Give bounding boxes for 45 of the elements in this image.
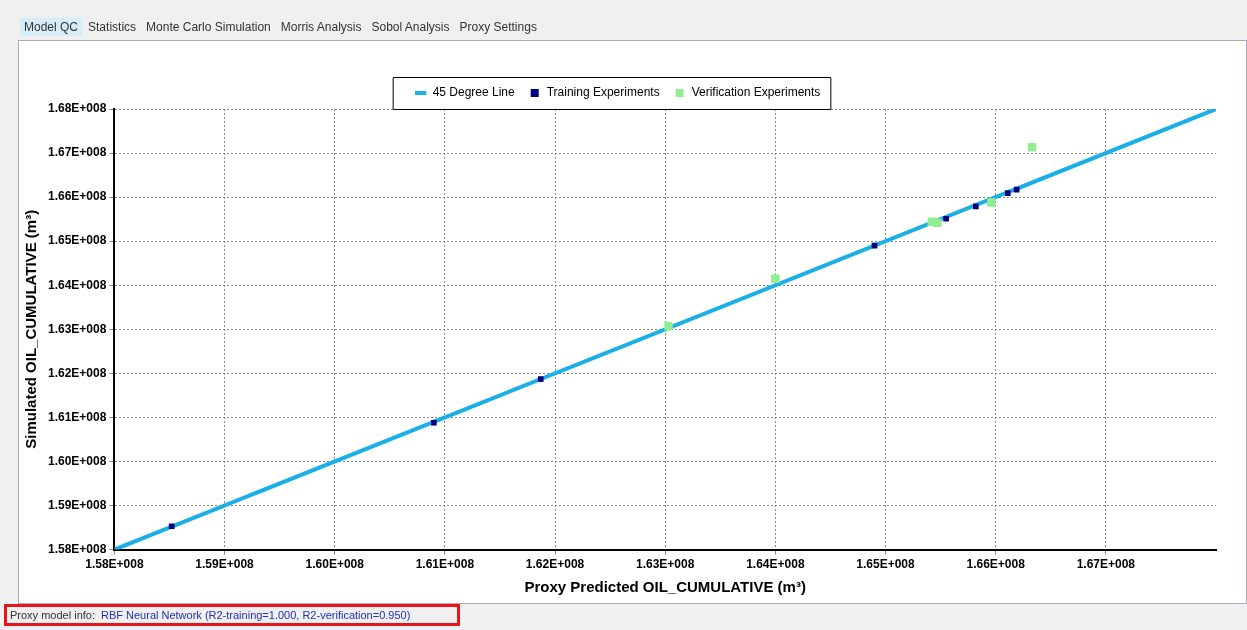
y-tick-label: 1.67E+008 — [48, 145, 107, 160]
point — [1004, 190, 1011, 196]
point — [933, 218, 942, 227]
point — [1027, 143, 1037, 152]
y-tick-label: 1.62E+008 — [48, 365, 107, 380]
text: Statistics — [87, 19, 138, 36]
point — [943, 215, 949, 222]
point — [168, 523, 175, 530]
y-tick-label: 1.65E+008 — [48, 233, 107, 248]
text: Monte Carlo Simulation — [145, 19, 272, 36]
y-tick-label: 1.63E+008 — [48, 321, 107, 336]
point — [431, 419, 437, 426]
x-tick-label: 1.62E+008 — [525, 557, 585, 572]
x-tick-label: 1.67E+008 — [1076, 557, 1136, 572]
x-axis-title: Proxy Predicted OIL_CUMULATIVE (m³) — [524, 578, 806, 596]
y-tick-label: 1.61E+008 — [48, 409, 107, 424]
x-tick-label: 1.66E+008 — [966, 557, 1026, 572]
point — [537, 376, 544, 382]
x-tick-label: 1.61E+008 — [415, 557, 475, 572]
y-tick-label: 1.59E+008 — [48, 497, 107, 512]
y-tick-label: 1.58E+008 — [48, 541, 107, 556]
x-tick-label: 1.64E+008 — [746, 557, 805, 572]
x-tick-label: 1.59E+008 — [195, 557, 255, 572]
point — [973, 203, 979, 210]
y-tick-label: 1.68E+008 — [48, 101, 107, 116]
text: RBF Neural Network (R2-training=1.000, R2-verification=0.950) — [100, 609, 411, 621]
text: Model QC — [20, 18, 83, 36]
point — [771, 274, 780, 283]
x-tick-label: 1.63E+008 — [636, 557, 695, 572]
x-tick-label: 1.60E+008 — [305, 557, 365, 572]
legend-label: Training Experiments — [546, 85, 660, 100]
y-axis-title: Simulated OIL_CUMULATIVE (m³) — [22, 209, 40, 449]
legend-label: Verification Experiments — [691, 85, 821, 100]
x-tick-label: 1.58E+008 — [85, 557, 144, 572]
point — [664, 321, 673, 331]
y-tick-label: 1.66E+008 — [48, 189, 107, 204]
y-tick-label: 1.60E+008 — [48, 453, 107, 468]
text: Proxy Settings — [458, 19, 538, 36]
legend-label: 45 Degree Line — [432, 85, 516, 100]
text: Proxy model info: — [10, 609, 95, 621]
point — [987, 198, 996, 207]
text: Morris Analysis — [279, 19, 363, 36]
y-tick-label: 1.64E+008 — [48, 277, 107, 292]
text: Sobol Analysis — [370, 19, 451, 36]
x-tick-label: 1.65E+008 — [856, 557, 916, 572]
